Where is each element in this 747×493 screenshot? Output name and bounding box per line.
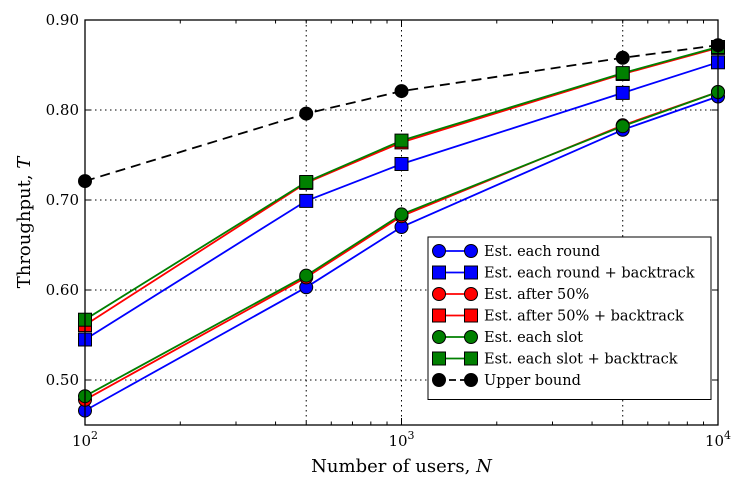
legend: Est. each round Est. each round + backtra… [427, 236, 712, 400]
legend-entry: Upper bound [432, 373, 581, 389]
data-point-legend [464, 287, 478, 301]
data-point-legend [464, 244, 478, 258]
legend-entry: Est. each slot + backtrack [432, 351, 678, 368]
data-point-legend [432, 308, 446, 323]
legend-label: Est. each slot [484, 330, 583, 346]
legend-entries: Est. each round Est. each round + backtra… [432, 244, 695, 389]
legend-entry: Est. each slot [432, 330, 583, 346]
legend-entry: Est. each round + backtrack [432, 265, 695, 282]
series-layer [78, 38, 725, 418]
y-axis-label-symbol: T [14, 155, 35, 169]
grid [85, 20, 718, 425]
x-axis-label-symbol: N [475, 456, 493, 477]
data-point-legend [432, 330, 446, 344]
legend-label: Upper bound [484, 373, 581, 389]
y-tick-labels: 0.50 0.60 0.70 0.80 0.90 [46, 11, 79, 389]
data-point-est-each-round-backtrack [299, 193, 314, 208]
data-point-legend [432, 351, 446, 366]
data-point-legend [432, 244, 446, 258]
data-point-legend [432, 265, 446, 280]
data-point-upper-bound [394, 84, 409, 99]
data-point-upper-bound [299, 106, 314, 121]
data-point-upper-bound [615, 50, 630, 65]
x-tick-label: 104 [705, 429, 731, 450]
legend-entry: Est. after 50% + backtrack [432, 308, 684, 325]
data-point-legend [464, 308, 478, 323]
x-tick-label: 103 [388, 429, 414, 450]
tick-marks [84, 19, 719, 425]
legend-label: Est. each slot + backtrack [484, 352, 678, 368]
legend-label: Est. each round + backtrack [484, 266, 695, 282]
y-tick-label: 0.70 [46, 191, 79, 209]
data-point-legend [464, 265, 478, 280]
y-axis-label: Throughput, T [14, 155, 35, 289]
data-point-legend [464, 373, 478, 387]
data-point-est-each-slot [299, 268, 314, 283]
legend-label: Est. after 50% + backtrack [484, 309, 684, 325]
x-tick-labels: 102 103 104 [72, 429, 731, 450]
data-point-est-each-round-backtrack [394, 157, 409, 171]
data-point-legend [464, 351, 478, 366]
legend-entry: Est. after 50% [432, 287, 589, 303]
data-point-est-each-slot-backtrack [615, 66, 630, 81]
data-point-est-each-slot [615, 119, 630, 134]
data-point-est-each-slot-backtrack [394, 133, 409, 148]
data-point-legend [432, 373, 446, 387]
legend-label: Est. after 50% [484, 287, 589, 303]
y-axis-label-text: Throughput, [14, 174, 35, 288]
data-point-est-each-slot-backtrack [299, 175, 314, 189]
x-tick-label: 102 [72, 429, 98, 450]
data-point-legend [432, 287, 446, 301]
y-tick-label: 0.50 [46, 371, 79, 389]
legend-label: Est. each round [484, 244, 600, 260]
y-tick-label: 0.80 [46, 101, 79, 119]
series-upper-bound [78, 38, 725, 189]
y-tick-label: 0.90 [46, 11, 79, 29]
legend-entry: Est. each round [432, 244, 600, 260]
data-point-est-each-slot [394, 207, 409, 222]
x-axis-label-text: Number of users, [311, 456, 470, 477]
series-est-each-round-backtrack [78, 55, 725, 347]
data-point-legend [464, 330, 478, 344]
x-axis-label: Number of users, N [311, 456, 493, 477]
data-point-est-each-round-backtrack [615, 85, 630, 100]
y-tick-label: 0.60 [46, 281, 79, 299]
